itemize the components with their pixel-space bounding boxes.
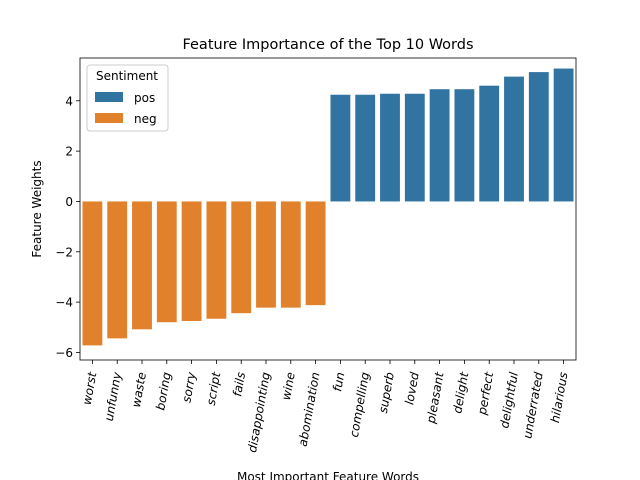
y-tick-label: −4 [55, 296, 73, 310]
bar-sorry [181, 201, 202, 321]
y-axis-label: Feature Weights [30, 160, 44, 257]
bar-abomination [305, 201, 326, 306]
x-tick-label-script: script [204, 370, 224, 407]
plot-frame [79, 57, 577, 361]
y-tick-label: 4 [65, 94, 73, 108]
legend-swatch-pos [95, 92, 123, 102]
y-tick-label: −2 [55, 245, 73, 259]
bar-hilarious [553, 68, 574, 202]
x-tick-label-disappointing: disappointing [245, 371, 273, 454]
x-axis: worst unfunny waste boring sorry script failsd… [80, 360, 571, 454]
x-tick-label-waste: waste [129, 371, 149, 408]
chart-title: Feature Importance of the Top 10 Words [182, 37, 473, 53]
x-tick-label-perfect: perfect [475, 370, 497, 417]
legend-label-neg: neg [134, 112, 157, 126]
bar-waste [132, 201, 152, 330]
x-tick-label-fun: fun [330, 371, 347, 393]
x-tick-label-worst: worst [80, 370, 100, 406]
legend: Sentiment pos neg [86, 64, 169, 132]
bar-loved [404, 93, 425, 202]
bar-compelling [355, 94, 376, 202]
x-tick-label-underrated: underrated [520, 371, 546, 440]
bar-wine [280, 201, 301, 308]
x-tick-label-delight: delight [450, 370, 471, 415]
bar-superb [380, 93, 400, 202]
bar-unfunny [107, 201, 128, 339]
y-axis: −6 −4 −2 0 2 4 [55, 94, 80, 360]
bar-underrated [528, 72, 549, 202]
y-tick-label: −6 [55, 346, 73, 360]
bar-fails [231, 201, 252, 314]
bar-delight [454, 89, 475, 202]
bar-boring [156, 201, 177, 323]
x-axis-label: Most Important Feature Words [237, 470, 419, 480]
x-tick-label-boring: boring [153, 371, 174, 412]
bars-group [82, 68, 574, 346]
bar-script [206, 201, 227, 319]
y-tick-label: 0 [65, 195, 73, 209]
x-tick-label-hilarious: hilarious [548, 371, 571, 424]
x-tick-label-superb: superb [376, 371, 397, 415]
bar-pleasant [429, 89, 450, 202]
legend-label-pos: pos [134, 91, 155, 105]
legend-title: Sentiment [96, 69, 158, 83]
legend-swatch-neg [95, 113, 123, 123]
x-tick-label-wine: wine [279, 371, 298, 401]
bar-fun [330, 94, 351, 202]
x-tick-label-pleasant: pleasant [424, 370, 447, 426]
x-tick-label-sorry: sorry [179, 370, 198, 403]
x-tick-label-delightful: delightful [497, 370, 521, 429]
bar-delightful [504, 76, 524, 202]
bar-worst [82, 201, 103, 346]
bar-perfect [479, 85, 500, 202]
x-tick-label-compelling: compelling [347, 371, 372, 439]
x-tick-label-fails: fails [230, 371, 248, 398]
x-tick-label-abomination: abomination [296, 371, 323, 448]
x-tick-label-loved: loved [402, 371, 422, 406]
x-tick-label-unfunny: unfunny [102, 370, 125, 422]
y-tick-label: 2 [65, 145, 73, 159]
bar-disappointing [256, 201, 276, 308]
